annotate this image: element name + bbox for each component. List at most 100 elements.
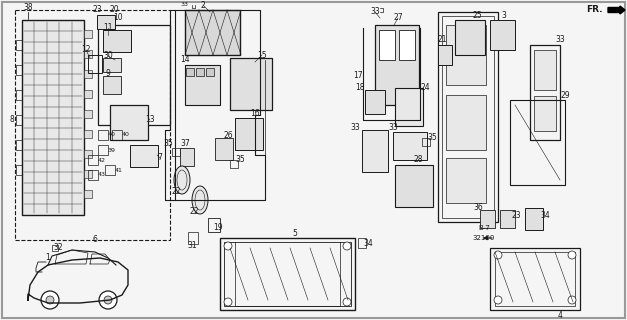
Bar xyxy=(103,58,121,72)
Circle shape xyxy=(41,291,59,309)
Bar xyxy=(186,68,194,76)
Text: B-7: B-7 xyxy=(478,225,490,231)
Text: 24: 24 xyxy=(420,84,430,92)
Text: 37: 37 xyxy=(180,139,190,148)
Text: 13: 13 xyxy=(145,116,155,124)
Text: 10: 10 xyxy=(113,13,123,22)
Text: 23: 23 xyxy=(511,211,521,220)
Bar xyxy=(88,155,98,165)
Bar xyxy=(525,208,543,230)
Circle shape xyxy=(568,251,576,259)
Text: 9: 9 xyxy=(105,69,110,78)
Text: 30: 30 xyxy=(103,52,113,60)
Text: 35: 35 xyxy=(427,133,437,142)
Bar xyxy=(490,20,515,50)
Circle shape xyxy=(104,296,112,304)
Bar xyxy=(16,40,22,50)
Text: 17: 17 xyxy=(353,70,363,79)
Bar xyxy=(490,248,580,310)
Bar xyxy=(393,132,427,160)
Circle shape xyxy=(343,298,351,306)
Bar xyxy=(480,210,495,228)
Bar xyxy=(220,238,355,310)
Text: 26: 26 xyxy=(223,131,233,140)
Bar xyxy=(172,148,180,156)
Text: 25: 25 xyxy=(472,11,482,20)
Bar xyxy=(206,68,214,76)
Text: 14: 14 xyxy=(180,55,190,65)
Bar xyxy=(379,30,395,60)
Text: 7: 7 xyxy=(157,154,162,163)
Bar xyxy=(395,88,423,126)
Text: 32100: 32100 xyxy=(473,235,495,241)
Bar xyxy=(455,20,485,55)
Text: 23: 23 xyxy=(92,5,102,14)
Text: 28: 28 xyxy=(413,156,423,164)
Bar xyxy=(98,130,108,140)
Bar xyxy=(98,25,170,125)
Bar xyxy=(112,130,122,140)
Text: 29: 29 xyxy=(560,91,570,100)
Circle shape xyxy=(224,298,232,306)
FancyArrow shape xyxy=(608,6,625,14)
Bar xyxy=(130,145,158,167)
Bar xyxy=(534,50,556,90)
Bar xyxy=(358,238,366,248)
Bar xyxy=(103,76,121,94)
Bar xyxy=(105,165,115,175)
Text: 39: 39 xyxy=(108,148,116,153)
Bar xyxy=(84,70,92,78)
Bar xyxy=(495,252,575,306)
Text: 32: 32 xyxy=(53,244,63,252)
Text: 34: 34 xyxy=(363,238,373,247)
Text: 43: 43 xyxy=(98,172,106,178)
Text: 20: 20 xyxy=(109,5,119,14)
Text: 2: 2 xyxy=(201,1,206,10)
Bar xyxy=(84,90,92,98)
Bar xyxy=(110,105,148,140)
Circle shape xyxy=(494,251,502,259)
Ellipse shape xyxy=(174,166,190,194)
Bar xyxy=(98,145,108,155)
Bar xyxy=(84,110,92,118)
Text: 33: 33 xyxy=(388,123,398,132)
Text: 40: 40 xyxy=(122,132,130,138)
Bar xyxy=(185,65,220,105)
Bar xyxy=(224,242,351,306)
Bar xyxy=(16,90,22,100)
Bar xyxy=(16,65,22,75)
Ellipse shape xyxy=(192,186,208,214)
Text: 3: 3 xyxy=(502,11,507,20)
Bar xyxy=(88,55,102,73)
Bar xyxy=(375,25,419,105)
Bar xyxy=(188,232,198,244)
Text: 33: 33 xyxy=(181,3,189,7)
Text: 34: 34 xyxy=(540,211,550,220)
Text: 22: 22 xyxy=(171,188,181,196)
Bar xyxy=(446,158,486,203)
Circle shape xyxy=(99,291,117,309)
Bar xyxy=(84,30,92,38)
Text: 15: 15 xyxy=(257,51,267,60)
Text: 6: 6 xyxy=(93,236,97,244)
Bar xyxy=(84,50,92,58)
Bar xyxy=(196,68,204,76)
Bar xyxy=(97,15,115,29)
Circle shape xyxy=(343,242,351,250)
Bar xyxy=(180,148,194,166)
Text: 8: 8 xyxy=(9,116,14,124)
Text: 35: 35 xyxy=(235,156,245,164)
Text: 21: 21 xyxy=(437,36,447,44)
Text: 33: 33 xyxy=(555,36,565,44)
Bar xyxy=(399,30,415,60)
Circle shape xyxy=(494,296,502,304)
Bar xyxy=(16,140,22,150)
Bar xyxy=(84,130,92,138)
Bar xyxy=(103,30,131,52)
Bar xyxy=(442,16,494,218)
Bar xyxy=(84,150,92,158)
Bar xyxy=(510,100,565,185)
Text: 40: 40 xyxy=(108,132,116,138)
Bar xyxy=(185,10,240,55)
Text: 35: 35 xyxy=(163,139,173,148)
